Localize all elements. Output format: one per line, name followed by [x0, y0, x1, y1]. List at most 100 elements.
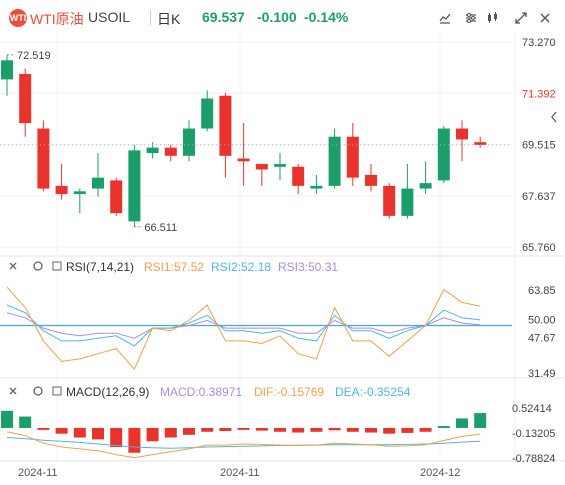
- candle-body: [383, 185, 396, 216]
- price-axis-tick: 73.270: [522, 37, 556, 49]
- macd-bar: [92, 427, 104, 440]
- candle-type-icon[interactable]: [484, 9, 502, 27]
- collapse-arrow-icon: [551, 111, 557, 123]
- macd-bar: [110, 427, 123, 448]
- low-label: 66.511: [144, 222, 177, 234]
- macd-name: MACD(12,26,9): [66, 385, 149, 399]
- macd-axis-tick: -0.13205: [512, 428, 555, 440]
- macd-bar: [164, 427, 177, 438]
- candle-body: [37, 128, 50, 189]
- macd-bar: [474, 413, 487, 428]
- rsi2-line: [6, 304, 481, 347]
- macd-bar: [292, 427, 305, 433]
- candle-body: [346, 136, 359, 178]
- symbol-code[interactable]: USOIL: [88, 9, 131, 25]
- macd-bar: [146, 427, 159, 442]
- macd-bar: [419, 427, 432, 432]
- macd-bar: [401, 427, 414, 433]
- candle-body: [328, 136, 341, 186]
- candle-body: [292, 166, 305, 186]
- period-selector[interactable]: 日K: [157, 11, 181, 27]
- rsi1-line: [6, 286, 481, 371]
- macd-value: MACD:0.38971: [160, 385, 242, 399]
- macd-bar: [55, 427, 68, 434]
- candle-body: [437, 128, 450, 181]
- macd-bar: [437, 426, 450, 428]
- x-axis-label: 2024-11: [18, 467, 58, 479]
- rsi3-line: [6, 312, 481, 339]
- symbol-logo: WTI: [9, 9, 27, 27]
- macd-bar: [237, 427, 250, 430]
- candle-body: [310, 185, 323, 189]
- macd-bar: [346, 427, 359, 432]
- dif-value: DIF:-0.15769: [254, 385, 324, 399]
- dea-line: [6, 437, 481, 449]
- price-change-pct: -0.14%: [304, 9, 349, 25]
- dea-value: DEA:-0.35254: [335, 385, 411, 399]
- x-axis-label: 2024-12: [420, 467, 460, 479]
- macd-bar: [383, 427, 396, 434]
- macd-bar: [274, 427, 286, 432]
- candle-body: [401, 188, 414, 216]
- candle-body: [146, 147, 159, 154]
- candle-body: [92, 177, 104, 189]
- candle-body: [419, 183, 432, 189]
- candle-body: [128, 150, 141, 222]
- price-change: -0.100: [257, 9, 297, 25]
- macd-bar: [255, 427, 268, 431]
- rsi-name: RSI(7,14,21): [66, 260, 134, 274]
- rsi-axis-tick: 31.49: [528, 368, 556, 380]
- candle-body: [219, 95, 232, 156]
- x-axis-label: 2024-11: [220, 467, 260, 479]
- price-axis-tick: 69.515: [522, 140, 556, 152]
- rsi2-value: RSI2:52.18: [211, 260, 271, 274]
- macd-bar: [1, 410, 13, 428]
- candle-body: [110, 180, 123, 214]
- macd-axis-tick: 0.52414: [512, 403, 552, 415]
- candle-body: [201, 98, 214, 129]
- candle-body: [183, 128, 195, 156]
- last-price: 69.537: [202, 9, 245, 25]
- candle-body: [19, 73, 32, 124]
- rsi3-value: RSI3:50.31: [278, 260, 338, 274]
- candle-body: [73, 191, 86, 195]
- rsi-axis-tick: 50.00: [528, 315, 556, 327]
- macd-bar: [183, 427, 195, 435]
- macd-bar: [128, 427, 141, 453]
- header-bar: WTI WTI原油 USOIL 日K 69.537 -0.100 -0.14%: [0, 0, 565, 34]
- price-axis-tick: 71.392: [522, 88, 556, 100]
- dif-line: [6, 431, 481, 459]
- price-axis-tick: 65.760: [522, 242, 556, 254]
- candle-body: [1, 60, 13, 80]
- macd-bar: [365, 427, 377, 433]
- rsi-settings-icon: [33, 261, 43, 271]
- rsi-axis-tick: 47.67: [528, 333, 556, 345]
- candle-body: [55, 185, 68, 195]
- macd-bar: [328, 427, 341, 431]
- candle-body: [274, 164, 286, 167]
- rsi-toggle-icon: [52, 261, 62, 271]
- candle-body: [237, 158, 250, 162]
- candle-body: [456, 128, 468, 140]
- fullscreen-icon[interactable]: [512, 9, 530, 27]
- macd-bar: [201, 427, 214, 432]
- high-label: 72.519: [17, 50, 51, 62]
- macd-toggle-icon: [52, 386, 62, 396]
- divider: [150, 10, 151, 25]
- close-icon[interactable]: [536, 9, 554, 27]
- macd-settings-icon: [33, 386, 43, 396]
- rsi-close-icon: [9, 262, 17, 270]
- macd-bar: [37, 427, 50, 430]
- macd-bar: [310, 427, 323, 432]
- candle-body: [164, 147, 177, 156]
- rsi-axis-tick: 63.85: [528, 285, 556, 297]
- macd-axis-tick: -0.78824: [512, 453, 555, 465]
- macd-bar: [19, 416, 32, 428]
- macd-close-icon: [9, 387, 17, 395]
- symbol-cn-name[interactable]: WTI原油: [30, 11, 84, 27]
- settings-icon[interactable]: [462, 9, 480, 27]
- price-axis-tick: 67.637: [522, 191, 556, 203]
- indicator-icon[interactable]: [436, 9, 454, 27]
